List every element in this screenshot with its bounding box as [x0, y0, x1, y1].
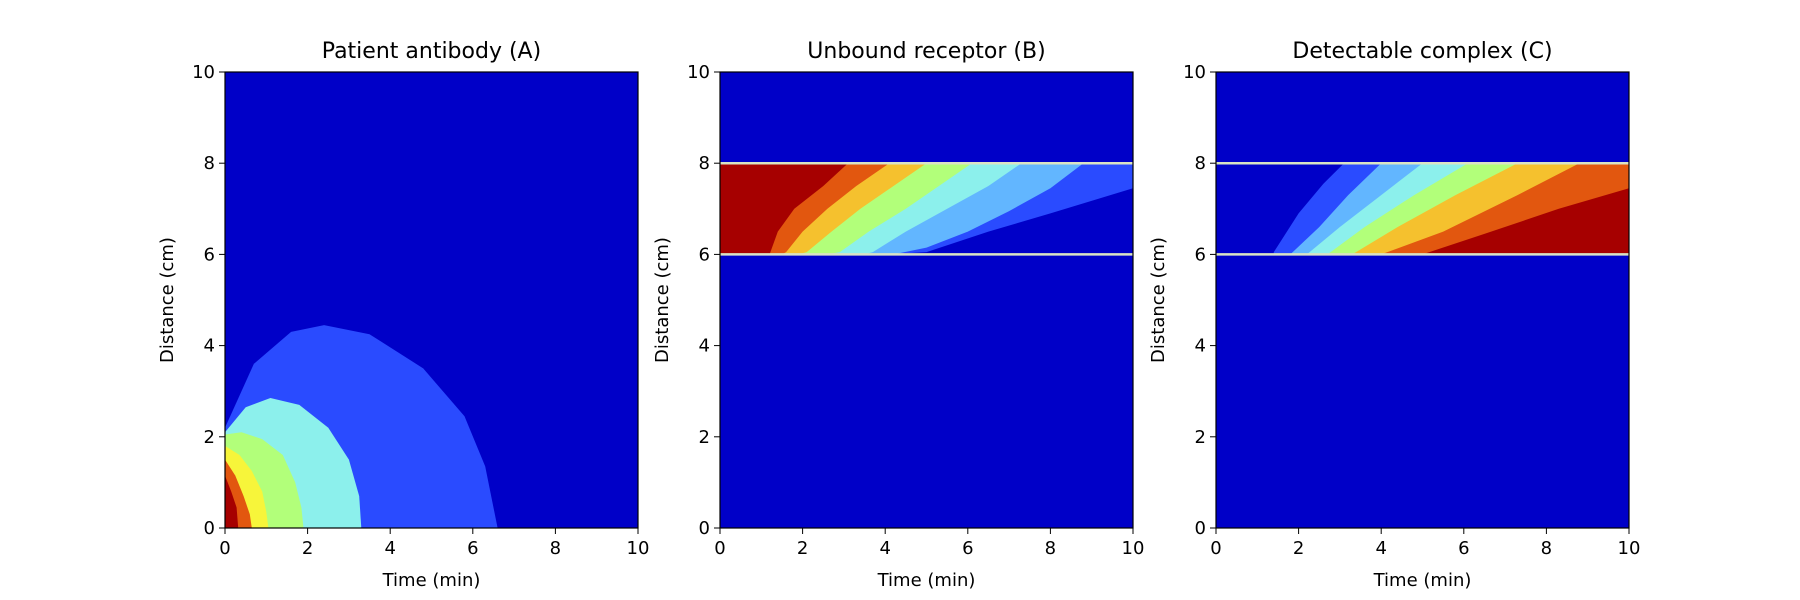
x-tick-label: 4: [384, 538, 395, 559]
x-axis: 0 2 4 6 8 10: [219, 528, 649, 559]
y-tick-label: 6: [204, 244, 215, 265]
x-tick-label: 8: [550, 538, 561, 559]
y-tick-label: 8: [204, 153, 215, 174]
y-tick-label: 2: [1195, 427, 1206, 448]
y-axis-label: Distance (cm): [157, 237, 178, 363]
y-axis: 0 2 4 6 8 10: [687, 62, 720, 539]
x-axis: 0 2 4 6 8 10: [1210, 528, 1640, 559]
panel-c: 0 2 4 6 8 10 0 2 4 6 8 10 Detectable complex (C) T…: [1148, 39, 1640, 591]
x-tick-label: 10: [627, 538, 650, 559]
x-tick-label: 2: [302, 538, 313, 559]
contour-level-8: [1422, 188, 1629, 255]
contour-level-8: [720, 163, 848, 255]
y-tick-label: 4: [204, 336, 215, 357]
x-tick-label: 2: [797, 538, 808, 559]
panel-a: 0 2 4 6 8 10 0 2 4 6 8 10 Patient antibody (A) Tim…: [157, 39, 649, 591]
x-tick-label: 6: [962, 538, 973, 559]
y-tick-label: 0: [1195, 518, 1206, 539]
plot-area: [1216, 72, 1629, 528]
x-tick-label: 6: [467, 538, 478, 559]
x-axis-label: Time (min): [877, 570, 976, 591]
contour-layer: [225, 325, 498, 528]
x-tick-label: 8: [1045, 538, 1056, 559]
y-tick-label: 4: [1195, 336, 1206, 357]
y-tick-label: 0: [204, 518, 215, 539]
x-tick-label: 0: [1210, 538, 1221, 559]
y-tick-label: 4: [699, 336, 710, 357]
y-tick-label: 2: [699, 427, 710, 448]
y-tick-label: 8: [1195, 153, 1206, 174]
x-tick-label: 10: [1618, 538, 1641, 559]
x-tick-label: 6: [1458, 538, 1469, 559]
contour-layer: [1216, 161, 1629, 256]
x-tick-label: 4: [879, 538, 890, 559]
x-axis: 0 2 4 6 8 10: [714, 528, 1144, 559]
chart-title: Patient antibody (A): [322, 39, 541, 64]
x-tick-label: 0: [219, 538, 230, 559]
x-tick-label: 0: [714, 538, 725, 559]
y-tick-label: 8: [699, 153, 710, 174]
contour-layer: [720, 161, 1133, 256]
y-tick-label: 10: [192, 62, 215, 83]
y-axis-label: Distance (cm): [652, 237, 673, 363]
plot-area: [720, 72, 1133, 528]
x-tick-label: 2: [1293, 538, 1304, 559]
x-tick-label: 4: [1375, 538, 1386, 559]
y-tick-label: 6: [699, 244, 710, 265]
y-tick-label: 10: [687, 62, 710, 83]
axes-frame: [224, 71, 639, 529]
y-tick-label: 0: [699, 518, 710, 539]
contour-level-8: [225, 475, 239, 528]
y-axis: 0 2 4 6 8 10: [192, 62, 225, 539]
y-tick-label: 6: [1195, 244, 1206, 265]
y-axis: 0 2 4 6 8 10: [1183, 62, 1216, 539]
axes-frame: [719, 71, 1134, 529]
x-tick-label: 8: [1541, 538, 1552, 559]
axes-frame: [1215, 71, 1630, 529]
x-axis-label: Time (min): [1373, 570, 1472, 591]
y-tick-label: 10: [1183, 62, 1206, 83]
chart-title: Unbound receptor (B): [807, 39, 1045, 64]
x-tick-label: 10: [1122, 538, 1145, 559]
x-axis-label: Time (min): [382, 570, 481, 591]
y-axis-label: Distance (cm): [1148, 237, 1169, 363]
panel-b: 0 2 4 6 8 10 0 2 4 6 8 10 Unbound receptor (B) Tim…: [652, 39, 1144, 591]
y-tick-label: 2: [204, 427, 215, 448]
chart-title: Detectable complex (C): [1292, 39, 1552, 64]
